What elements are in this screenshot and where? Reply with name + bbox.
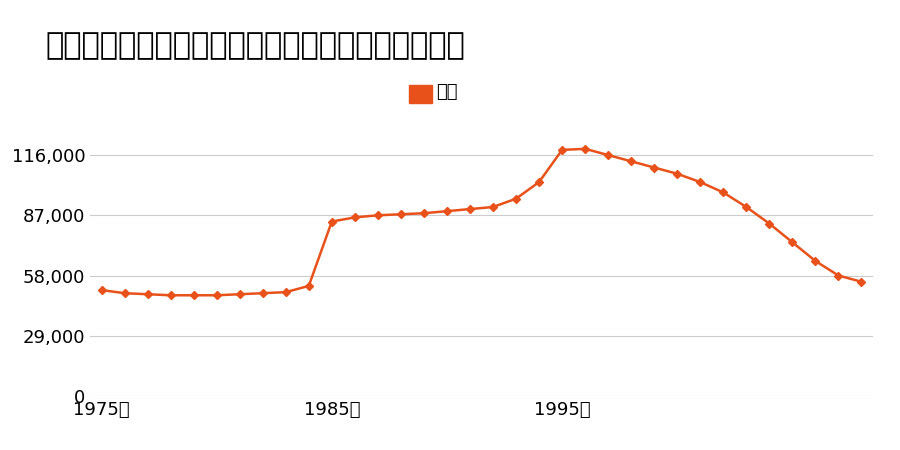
価格 [856, 279, 867, 284]
価格 [142, 292, 153, 297]
価格 [349, 215, 360, 220]
価格 [534, 180, 544, 185]
価格 [741, 204, 751, 210]
価格 [303, 283, 314, 288]
価格 [603, 153, 614, 158]
価格 [119, 291, 130, 296]
価格 [464, 207, 475, 212]
価格 [188, 292, 199, 298]
価格 [373, 212, 383, 218]
価格 [580, 146, 590, 152]
価格 [626, 158, 636, 164]
価格 [166, 292, 176, 298]
価格 [671, 171, 682, 176]
価格 [787, 239, 797, 245]
価格 [257, 291, 268, 296]
価格 [695, 180, 706, 185]
Text: 価格: 価格 [436, 83, 458, 101]
価格 [764, 221, 775, 226]
価格 [649, 165, 660, 170]
価格 [510, 196, 521, 202]
価格 [212, 292, 222, 298]
価格 [442, 208, 453, 214]
Line: 価格: 価格 [99, 146, 864, 298]
Text: 群馬県佐波郡境町大字境字町並４２６番の地価推移: 群馬県佐波郡境町大字境字町並４２６番の地価推移 [45, 32, 464, 60]
価格 [234, 292, 245, 297]
価格 [281, 289, 292, 295]
価格 [810, 258, 821, 264]
価格 [96, 288, 107, 293]
価格 [718, 190, 729, 195]
価格 [488, 204, 499, 210]
価格 [557, 147, 568, 153]
価格 [327, 219, 338, 224]
価格 [418, 211, 429, 216]
価格 [395, 212, 406, 217]
価格 [833, 273, 844, 278]
